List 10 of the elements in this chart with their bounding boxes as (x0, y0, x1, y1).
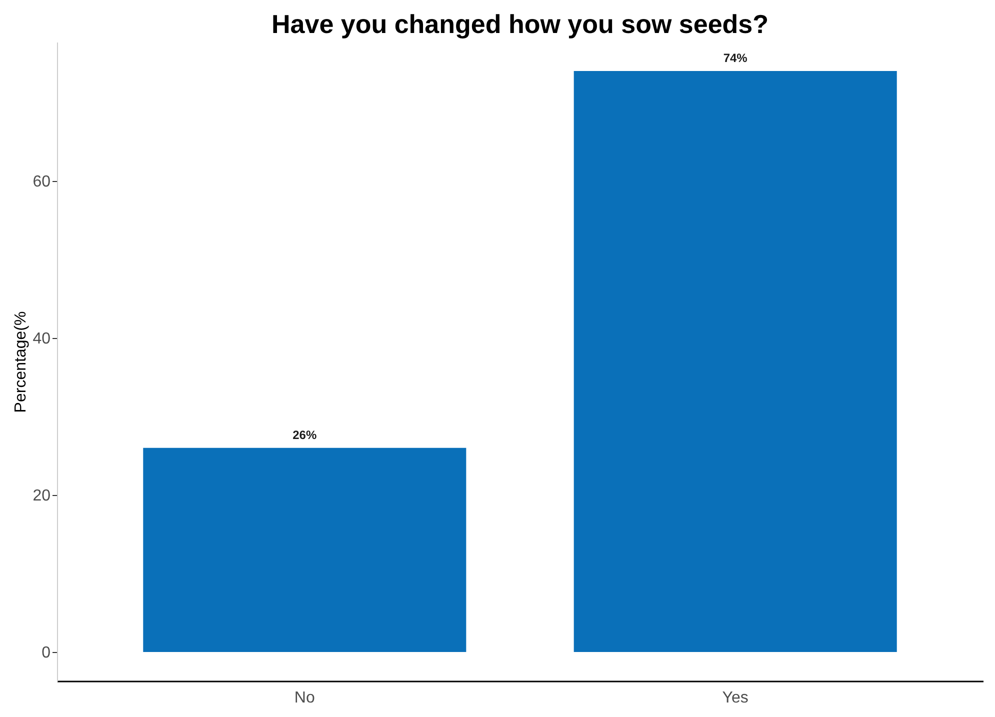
y-tick-label: 40 (32, 330, 51, 348)
y-tick-label: 20 (32, 487, 51, 504)
y-tick-label: 0 (42, 644, 51, 662)
y-tick-label: 60 (32, 173, 51, 190)
y-axis-title: Percentage(% (12, 311, 30, 413)
data-label: 74% (723, 51, 748, 66)
x-tick-label: Yes (722, 690, 748, 706)
chart-title: Have you changed how you sow seeds? (271, 9, 769, 39)
data-label: 26% (292, 428, 317, 442)
x-tick-label: No (294, 690, 315, 706)
